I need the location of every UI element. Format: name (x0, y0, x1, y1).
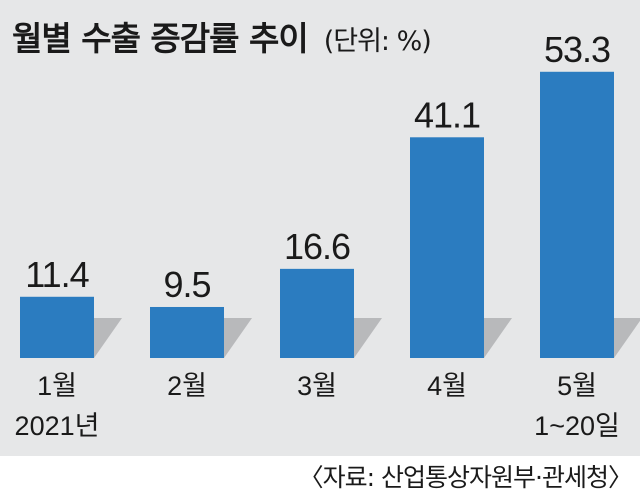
bar (150, 306, 224, 358)
tick-label: 1~20일 (534, 411, 620, 441)
tick-label: 5월 (557, 371, 597, 401)
bar-chart: 11.4 1월 2021년 9.5 2월 16.6 3월 41.1 4월 53.3 5월 1~20일 (15, 29, 640, 441)
source-note: 〈자료: 산업통상자원부·관세청〉 (298, 463, 633, 492)
chart-unit: (단위: %) (323, 26, 432, 57)
data-label: 11.4 (25, 254, 88, 295)
tick-label: 2월 (167, 371, 207, 401)
bar (410, 137, 484, 358)
chart-title: 월별 수출 증감률 추이 (12, 19, 309, 58)
bar (280, 268, 354, 358)
data-label: 53.3 (544, 29, 610, 70)
bar (20, 296, 94, 358)
chart-header: 월별 수출 증감률 추이 (단위: %) (12, 12, 432, 62)
data-label: 41.1 (414, 94, 480, 135)
tick-label: 1월 (37, 371, 77, 401)
data-label: 9.5 (163, 264, 210, 305)
tick-label: 4월 (427, 371, 467, 401)
chart-panel (0, 0, 640, 456)
bar (540, 71, 614, 359)
tick-label: 2021년 (15, 411, 100, 441)
data-label: 16.6 (284, 226, 350, 267)
tick-label: 3월 (297, 371, 337, 401)
